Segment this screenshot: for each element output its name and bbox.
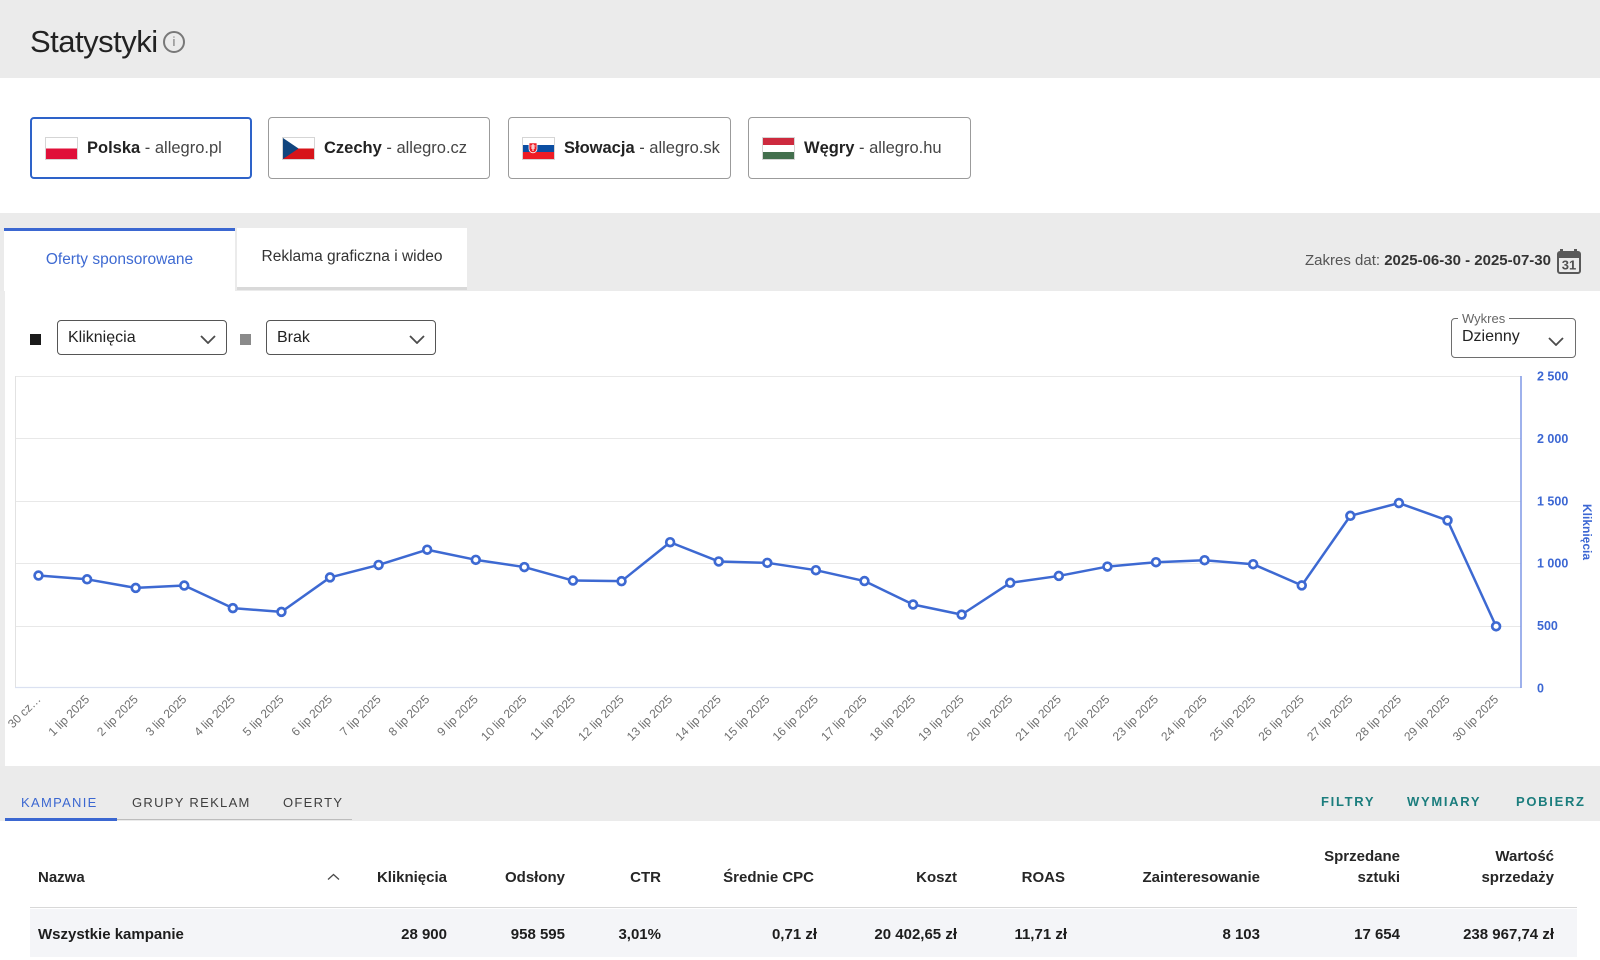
svg-text:1 lip 2025: 1 lip 2025 (46, 692, 93, 739)
svg-text:5 lip 2025: 5 lip 2025 (240, 692, 287, 739)
svg-text:20 lip 2025: 20 lip 2025 (964, 692, 1016, 744)
svg-text:0: 0 (1537, 682, 1544, 696)
svg-text:30 lip 2025: 30 lip 2025 (1450, 692, 1502, 744)
svg-text:1 000: 1 000 (1537, 557, 1568, 571)
svg-text:18 lip 2025: 18 lip 2025 (867, 692, 919, 744)
svg-text:2 500: 2 500 (1537, 370, 1568, 384)
svg-text:Kliknięcia: Kliknięcia (1580, 504, 1594, 560)
svg-text:10 lip 2025: 10 lip 2025 (478, 692, 530, 744)
svg-text:4 lip 2025: 4 lip 2025 (191, 692, 238, 739)
svg-text:1 500: 1 500 (1537, 494, 1568, 508)
svg-text:19 lip 2025: 19 lip 2025 (915, 692, 967, 744)
svg-text:8 lip 2025: 8 lip 2025 (386, 692, 433, 739)
svg-text:9 lip 2025: 9 lip 2025 (434, 692, 481, 739)
svg-text:24 lip 2025: 24 lip 2025 (1158, 692, 1210, 744)
svg-text:14 lip 2025: 14 lip 2025 (672, 692, 724, 744)
svg-text:15 lip 2025: 15 lip 2025 (721, 692, 773, 744)
svg-text:11 lip 2025: 11 lip 2025 (527, 692, 578, 743)
svg-text:23 lip 2025: 23 lip 2025 (1110, 692, 1162, 744)
svg-text:29 lip 2025: 29 lip 2025 (1401, 692, 1453, 744)
svg-text:21 lip 2025: 21 lip 2025 (1013, 692, 1065, 744)
svg-text:27 lip 2025: 27 lip 2025 (1304, 692, 1356, 744)
svg-text:28 lip 2025: 28 lip 2025 (1353, 692, 1405, 744)
svg-text:2 lip 2025: 2 lip 2025 (94, 692, 141, 739)
svg-text:13 lip 2025: 13 lip 2025 (624, 692, 676, 744)
svg-text:6 lip 2025: 6 lip 2025 (288, 692, 335, 739)
svg-text:3 lip 2025: 3 lip 2025 (143, 692, 190, 739)
svg-text:2 000: 2 000 (1537, 432, 1568, 446)
svg-text:22 lip 2025: 22 lip 2025 (1061, 692, 1113, 744)
svg-text:30 cz…: 30 cz… (5, 692, 44, 731)
svg-text:25 lip 2025: 25 lip 2025 (1207, 692, 1259, 744)
svg-text:12 lip 2025: 12 lip 2025 (575, 692, 627, 744)
svg-text:31: 31 (1562, 258, 1576, 273)
svg-text:17 lip 2025: 17 lip 2025 (818, 692, 870, 744)
svg-text:26 lip 2025: 26 lip 2025 (1255, 692, 1307, 744)
svg-text:16 lip 2025: 16 lip 2025 (770, 692, 822, 744)
svg-text:500: 500 (1537, 619, 1558, 633)
svg-text:7 lip 2025: 7 lip 2025 (337, 692, 384, 739)
